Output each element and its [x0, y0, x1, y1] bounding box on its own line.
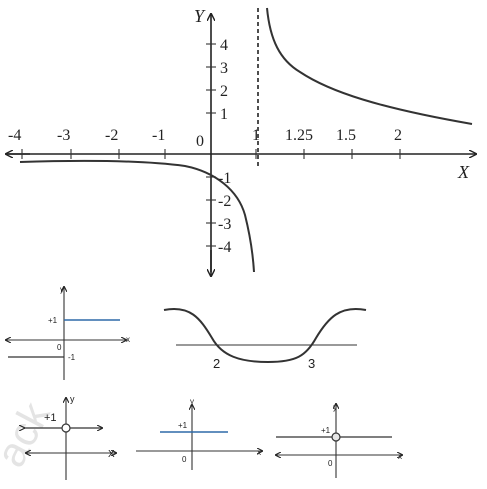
- main-y-tick-labels: 4 3 2 1 -1 -2 -3 -4: [218, 37, 231, 256]
- graph-c-open-circle: [61, 423, 71, 433]
- main-y-axis-label: Y: [194, 6, 206, 26]
- main-x-ticks: [21, 149, 401, 159]
- graph-a: y x +1 -1 0: [6, 285, 130, 380]
- x-tick-label: -1: [152, 127, 165, 144]
- y-tick-label: 1: [220, 106, 228, 123]
- y-tick-label: 2: [220, 83, 228, 100]
- graph-c-y-label: y: [70, 394, 75, 404]
- main-x-tick-labels: -4 -3 -2 -1 1 1.25 1.5 2: [8, 127, 402, 144]
- x-tick-label: -4: [8, 127, 21, 144]
- graph-b-curve: [163, 307, 367, 364]
- x-tick-label: 1.5: [336, 127, 356, 144]
- x-tick-label: 2: [394, 127, 402, 144]
- y-tick-label: -4: [218, 239, 231, 256]
- curve-left-branch: [19, 159, 255, 273]
- y-tick-label: -1: [218, 170, 231, 187]
- graph-d-y-label: y: [190, 397, 194, 406]
- curve-right-branch: [266, 7, 473, 125]
- graph-a-y-label: y: [60, 285, 64, 294]
- graph-b-root-right: 3: [308, 356, 315, 371]
- main-graph: Y X 0 -4 -3 -2 -1 1 1.25 1.5 2 4 3 2 1 -…: [6, 6, 476, 276]
- graph-e-circle: [331, 432, 341, 442]
- y-tick-label: 4: [220, 37, 228, 54]
- x-tick-label: -3: [57, 127, 70, 144]
- graph-a-x-label: x: [126, 335, 130, 344]
- x-tick-label: -2: [105, 127, 118, 144]
- graph-c: y X +1: [24, 394, 116, 480]
- graph-a-lower-label: -1: [68, 353, 76, 362]
- graph-c-upper-label: +1: [44, 412, 57, 424]
- graph-d-upper-label: +1: [178, 421, 188, 430]
- graph-e-x-label: x: [398, 452, 402, 461]
- graph-c-x-label: X: [108, 449, 115, 460]
- x-tick-label: 1.25: [285, 127, 313, 144]
- y-tick-label: 3: [220, 60, 228, 77]
- y-tick-label: -2: [218, 193, 231, 210]
- graph-d: y x +1 0: [136, 397, 262, 470]
- graph-e-upper-label: +1: [321, 426, 331, 435]
- y-tick-label: -3: [218, 216, 231, 233]
- x-tick-label: 1: [252, 127, 260, 144]
- graph-e-y-label: y: [333, 403, 337, 412]
- graph-a-origin-label: 0: [57, 343, 62, 352]
- graph-d-x-label: x: [257, 448, 261, 457]
- graph-e: y x +1 0: [276, 403, 402, 478]
- graph-b: 2 3: [163, 307, 367, 371]
- graph-b-root-left: 2: [213, 356, 220, 371]
- main-x-axis-label: X: [457, 162, 470, 182]
- graph-e-origin-label: 0: [328, 459, 333, 468]
- main-origin-label: 0: [196, 133, 204, 150]
- watermark-text: ack: [0, 394, 59, 475]
- graph-a-upper-label: +1: [48, 316, 58, 325]
- graph-d-origin-label: 0: [182, 455, 187, 464]
